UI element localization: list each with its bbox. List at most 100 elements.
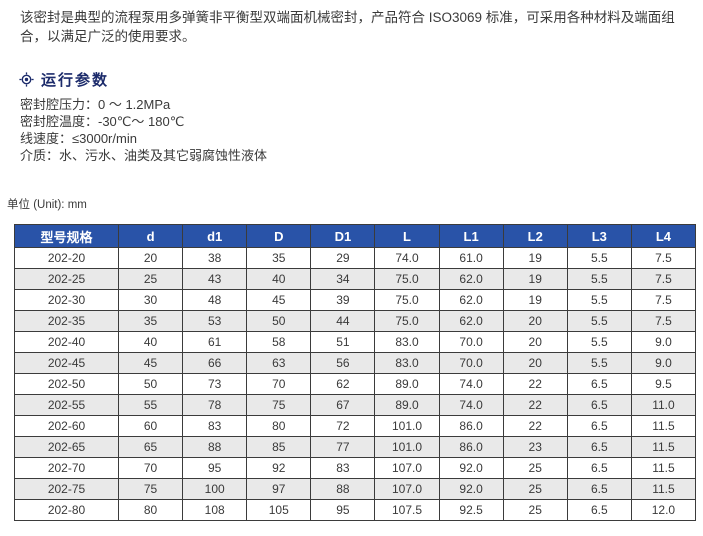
- value-cell: 62: [310, 373, 376, 395]
- value-cell: 75.0: [374, 289, 440, 311]
- column-header: L2: [502, 224, 568, 248]
- intro-paragraph: 该密封是典型的流程泵用多弹簧非平衡型双端面机械密封，产品符合 ISO3069 标…: [20, 10, 675, 44]
- value-cell: 89.0: [374, 373, 440, 395]
- value-cell: 70: [246, 373, 312, 395]
- value-cell: 61.0: [438, 247, 504, 269]
- parameter-line: 介质：水、污水、油类及其它弱腐蚀性液体: [20, 148, 268, 163]
- table-row: 202-45 45 66 63 56 83.0 70.0 20 5.5 9.0: [14, 352, 697, 374]
- column-header: L4: [630, 224, 697, 248]
- value-cell: 86.0: [438, 436, 504, 458]
- value-cell: 11.5: [630, 436, 697, 458]
- value-cell: 86.0: [438, 415, 504, 437]
- value-cell: 40: [117, 331, 184, 353]
- value-cell: 20: [117, 247, 184, 269]
- value-cell: 20: [502, 352, 568, 374]
- value-cell: 6.5: [566, 415, 632, 437]
- value-cell: 7.5: [630, 310, 697, 332]
- parameter-line: 密封腔温度：-30℃～ 180℃: [20, 114, 185, 129]
- table-row: 202-65 65 88 85 77 101.0 86.0 23 6.5 11.5: [14, 436, 697, 458]
- value-cell: 74.0: [438, 394, 504, 416]
- column-header: L1: [438, 224, 504, 248]
- table-row: 202-75 75 100 97 88 107.0 92.0 25 6.5 11.5: [14, 478, 697, 500]
- value-cell: 107.5: [374, 499, 440, 521]
- value-cell: 60: [117, 415, 184, 437]
- value-cell: 11.5: [630, 457, 697, 479]
- value-cell: 73: [182, 373, 248, 395]
- value-cell: 5.5: [566, 352, 632, 374]
- value-cell: 7.5: [630, 247, 697, 269]
- table-row: 202-80 80 108 105 95 107.5 92.5 25 6.5 12.0: [14, 499, 697, 521]
- value-cell: 92.5: [438, 499, 504, 521]
- section-title: 运行参数: [41, 72, 110, 89]
- value-cell: 6.5: [566, 394, 632, 416]
- value-cell: 11.5: [630, 415, 697, 437]
- value-cell: 53: [182, 310, 248, 332]
- value-cell: 9.0: [630, 331, 697, 353]
- value-cell: 72: [310, 415, 376, 437]
- column-header: d: [117, 224, 184, 248]
- value-cell: 5.5: [566, 331, 632, 353]
- value-cell: 23: [502, 436, 568, 458]
- value-cell: 25: [502, 478, 568, 500]
- table-header-row: 型号规格 d d1 D D1 L L1 L2 L3 L4: [14, 224, 697, 248]
- spec-table-body: 202-20 20 38 35 29 74.0 61.0 19 5.5 7.5 202-25 25 43…: [14, 247, 697, 521]
- value-cell: 34: [310, 268, 376, 290]
- value-cell: 83.0: [374, 352, 440, 374]
- value-cell: 22: [502, 415, 568, 437]
- value-cell: 6.5: [566, 436, 632, 458]
- value-cell: 50: [246, 310, 312, 332]
- value-cell: 55: [117, 394, 184, 416]
- value-cell: 35: [246, 247, 312, 269]
- value-cell: 9.5: [630, 373, 697, 395]
- value-cell: 45: [117, 352, 184, 374]
- value-cell: 65: [117, 436, 184, 458]
- value-cell: 66: [182, 352, 248, 374]
- value-cell: 75: [246, 394, 312, 416]
- model-cell: 202-30: [14, 289, 119, 311]
- value-cell: 75.0: [374, 268, 440, 290]
- value-cell: 22: [502, 373, 568, 395]
- value-cell: 45: [246, 289, 312, 311]
- value-cell: 12.0: [630, 499, 697, 521]
- value-cell: 70.0: [438, 331, 504, 353]
- value-cell: 75: [117, 478, 184, 500]
- table-row: 202-60 60 83 80 72 101.0 86.0 22 6.5 11.5: [14, 415, 697, 437]
- value-cell: 25: [502, 457, 568, 479]
- value-cell: 51: [310, 331, 376, 353]
- value-cell: 7.5: [630, 268, 697, 290]
- value-cell: 62.0: [438, 268, 504, 290]
- value-cell: 6.5: [566, 373, 632, 395]
- table-row: 202-30 30 48 45 39 75.0 62.0 19 5.5 7.5: [14, 289, 697, 311]
- spec-table-head: 型号规格 d d1 D D1 L L1 L2 L3 L4: [14, 224, 697, 248]
- model-cell: 202-25: [14, 268, 119, 290]
- value-cell: 30: [117, 289, 184, 311]
- value-cell: 108: [182, 499, 248, 521]
- value-cell: 6.5: [566, 478, 632, 500]
- value-cell: 83: [310, 457, 376, 479]
- value-cell: 19: [502, 289, 568, 311]
- value-cell: 88: [182, 436, 248, 458]
- value-cell: 70.0: [438, 352, 504, 374]
- value-cell: 97: [246, 478, 312, 500]
- value-cell: 38: [182, 247, 248, 269]
- table-row: 202-50 50 73 70 62 89.0 74.0 22 6.5 9.5: [14, 373, 697, 395]
- value-cell: 19: [502, 247, 568, 269]
- column-header: L3: [566, 224, 632, 248]
- value-cell: 85: [246, 436, 312, 458]
- unit-label: 单位 (Unit): mm: [7, 199, 87, 211]
- value-cell: 6.5: [566, 457, 632, 479]
- value-cell: 100: [182, 478, 248, 500]
- value-cell: 92.0: [438, 457, 504, 479]
- model-cell: 202-40: [14, 331, 119, 353]
- model-cell: 202-45: [14, 352, 119, 374]
- parameter-line: 线速度：≤3000r/min: [20, 131, 137, 146]
- value-cell: 22: [502, 394, 568, 416]
- value-cell: 56: [310, 352, 376, 374]
- table-row: 202-40 40 61 58 51 83.0 70.0 20 5.5 9.0: [14, 331, 697, 353]
- table-row: 202-20 20 38 35 29 74.0 61.0 19 5.5 7.5: [14, 247, 697, 269]
- value-cell: 25: [502, 499, 568, 521]
- model-cell: 202-70: [14, 457, 119, 479]
- value-cell: 62.0: [438, 310, 504, 332]
- value-cell: 29: [310, 247, 376, 269]
- section-header: 运行参数: [19, 69, 109, 90]
